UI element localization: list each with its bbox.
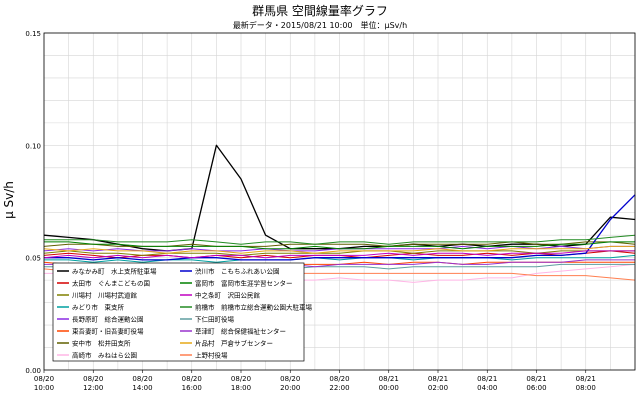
x-tick-date: 08/20 bbox=[231, 375, 251, 383]
x-tick-date: 08/20 bbox=[329, 375, 349, 383]
x-tick-time: 12:00 bbox=[83, 384, 103, 392]
x-tick-date: 08/20 bbox=[182, 375, 202, 383]
x-tick-date: 08/20 bbox=[34, 375, 54, 383]
legend-label: みなかみ町 水上支所駐車場 bbox=[72, 267, 157, 276]
y-tick-label: 0.00 bbox=[25, 367, 41, 375]
legend-label: みどり市 東支所 bbox=[72, 303, 125, 312]
axis-layer: 0.000.050.100.1508/2010:0008/2012:0008/2… bbox=[25, 30, 636, 392]
x-tick-time: 02:00 bbox=[428, 384, 448, 392]
x-tick-time: 00:00 bbox=[379, 384, 399, 392]
series-line bbox=[43, 250, 635, 259]
legend-label: 片品村 戸倉サブセンター bbox=[195, 339, 273, 348]
legend-label: 高崎市 みねはら公園 bbox=[72, 351, 137, 360]
series-line bbox=[44, 241, 635, 250]
y-tick-label: 0.10 bbox=[25, 142, 41, 150]
legend-label: 下仁田町役場 bbox=[195, 315, 235, 324]
legend-label: 太田市 ぐんまこどもの国 bbox=[72, 279, 150, 288]
x-tick-date: 08/20 bbox=[132, 375, 152, 383]
legend-label: 長野原町 総合運動公園 bbox=[72, 315, 144, 324]
y-tick-label: 0.05 bbox=[25, 255, 41, 263]
x-tick-date: 08/20 bbox=[280, 375, 300, 383]
x-tick-date: 08/20 bbox=[83, 375, 103, 383]
legend-label: 川場村 川場村武道館 bbox=[72, 291, 138, 300]
chart-subtitle: 最新データ・2015/08/21 10:00 単位：μSv/h bbox=[233, 20, 407, 30]
x-tick-time: 22:00 bbox=[329, 384, 349, 392]
legend-label: 東吾妻町・旧吾妻町役場 bbox=[72, 327, 144, 336]
y-axis-label: μ Sv/h bbox=[2, 181, 16, 219]
series-line bbox=[44, 254, 636, 263]
chart-title: 群馬県 空間線量率グラフ bbox=[252, 3, 388, 18]
x-tick-time: 06:00 bbox=[526, 384, 546, 392]
x-tick-time: 10:00 bbox=[34, 384, 54, 392]
legend-label: 中之条町 沢田公民館 bbox=[195, 291, 261, 300]
x-tick-date: 08/21 bbox=[576, 375, 596, 383]
legend-label: 富岡市 富岡市生涯学習センター bbox=[195, 279, 293, 288]
y-tick-label: 0.15 bbox=[25, 30, 41, 38]
series-line bbox=[44, 234, 636, 245]
x-tick-time: 08:00 bbox=[576, 384, 596, 392]
x-tick-date: 08/21 bbox=[526, 375, 546, 383]
x-tick-time: 16:00 bbox=[182, 384, 202, 392]
x-tick-time: 14:00 bbox=[132, 384, 152, 392]
series-line bbox=[43, 245, 635, 254]
legend-label: 上野村役場 bbox=[195, 351, 228, 360]
legend-label: 前橋市 前橋市立総合運動公園大駐車場 bbox=[195, 303, 313, 312]
x-tick-date: 08/21 bbox=[379, 375, 399, 383]
legend-label: 草津町 総合保健福祉センター bbox=[195, 327, 286, 336]
legend-box bbox=[52, 262, 305, 362]
x-tick-time: 04:00 bbox=[477, 384, 497, 392]
x-tick-time: 18:00 bbox=[231, 384, 251, 392]
x-tick-time: 20:00 bbox=[280, 384, 300, 392]
x-tick-date: 08/21 bbox=[477, 375, 497, 383]
series-line bbox=[44, 194, 636, 261]
legend-label: 安中市 松井田支所 bbox=[72, 339, 131, 348]
legend-label: 渋川市 こもちふれあい公園 bbox=[195, 267, 280, 276]
x-tick-date: 08/21 bbox=[428, 375, 448, 383]
